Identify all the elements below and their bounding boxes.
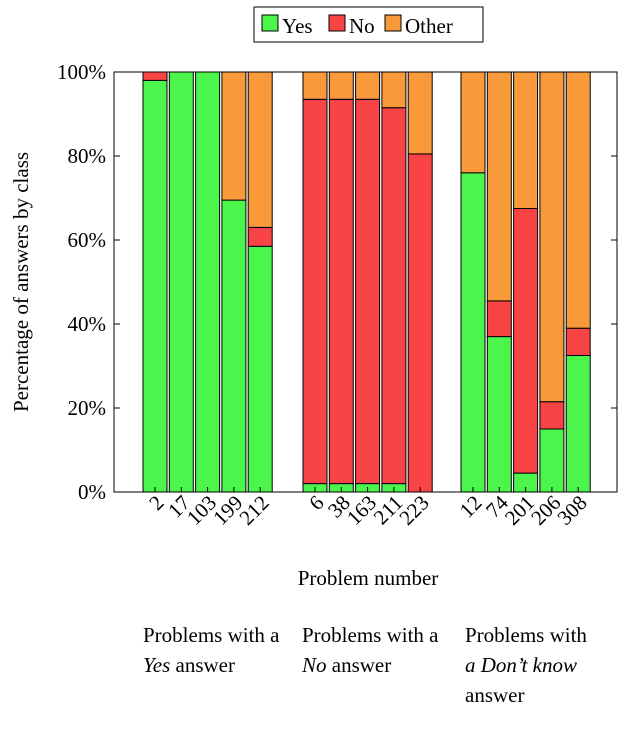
bar-segment-yes-308 [565,355,591,493]
group-caption-emphasis: Yes [143,653,171,677]
y-axis: 0% 20% 40% 60% 80% 100% [57,60,617,504]
bar-segment-other-206 [539,71,565,403]
bar-segment-no-201 [513,208,539,474]
group-caption-text: Problems with [465,623,587,647]
y-tick-label: 100% [57,60,106,84]
group-caption-no: Problems with a No answer [302,620,439,680]
y-tick-label: 40% [68,312,107,336]
group-caption-text: answer [170,653,235,677]
bar-segment-no-6 [302,98,328,485]
bar-segment-other-212 [247,71,273,228]
bar-segment-yes-74 [486,336,512,493]
legend: Yes No Other [253,6,484,43]
bar-segment-other-6 [302,71,328,100]
bar-segment-other-201 [513,71,539,209]
bar-segment-other-211 [381,71,407,109]
bar-segment-yes-199 [221,199,247,493]
bar-segment-yes-17 [168,71,194,493]
legend-box [253,6,484,43]
bar-segment-other-223 [407,71,433,155]
bar-segment-yes-103 [195,71,221,493]
legend-label-yes: Yes [282,14,313,38]
x-axis-label: Problem number [298,566,439,590]
legend-label-other: Other [405,14,453,38]
group-caption-text: answer [326,653,392,677]
group-caption-yes: Problems with a Yes answer [143,620,280,680]
bar-segment-no-211 [381,107,407,485]
group-caption-emphasis: a Don’t know [465,653,577,677]
bar-segment-no-2 [142,71,168,81]
bar-segment-no-74 [486,300,512,338]
legend-swatch-yes [261,14,279,32]
bar-segment-no-212 [247,226,273,247]
bar-segment-yes-212 [247,245,273,493]
legend-swatch-other [384,14,402,32]
bar-segment-no-223 [407,153,433,493]
bar-segment-no-38 [328,98,354,485]
bar-segment-other-308 [565,71,591,329]
y-tick-label: 0% [78,480,106,504]
group-captions: Problems with a Yes answer Problems with… [143,620,613,738]
x-tick-label: 223 [394,491,433,530]
bar-segment-no-206 [539,401,565,430]
group-caption-text: Problems with a [143,623,280,647]
group-caption-text: Problems with a [302,623,439,647]
bar-segment-other-38 [328,71,354,100]
y-tick-label: 60% [68,228,107,252]
bar-segment-no-163 [355,98,381,485]
bar-segment-other-74 [486,71,512,302]
group-caption-emphasis: No [302,653,327,677]
y-axis-label: Percentage of answers by class [9,152,33,412]
bar-segment-yes-206 [539,428,565,493]
bars [142,71,591,493]
y-tick-label: 20% [68,396,107,420]
bar-segment-no-308 [565,327,591,357]
bar-segment-other-12 [460,71,486,174]
bar-segment-yes-12 [460,172,486,493]
group-caption-dont-know: Problems with a Don’t know answer [465,620,602,710]
bar-segment-other-199 [221,71,247,201]
group-caption-text: answer [465,683,525,707]
x-tick-label: 212 [234,491,273,530]
legend-label-no: No [349,14,375,38]
legend-swatch-no [328,14,346,32]
bar-segment-yes-2 [142,79,168,493]
x-tick-label: 308 [552,491,591,530]
y-tick-label: 80% [68,144,107,168]
bar-segment-other-163 [355,71,381,100]
